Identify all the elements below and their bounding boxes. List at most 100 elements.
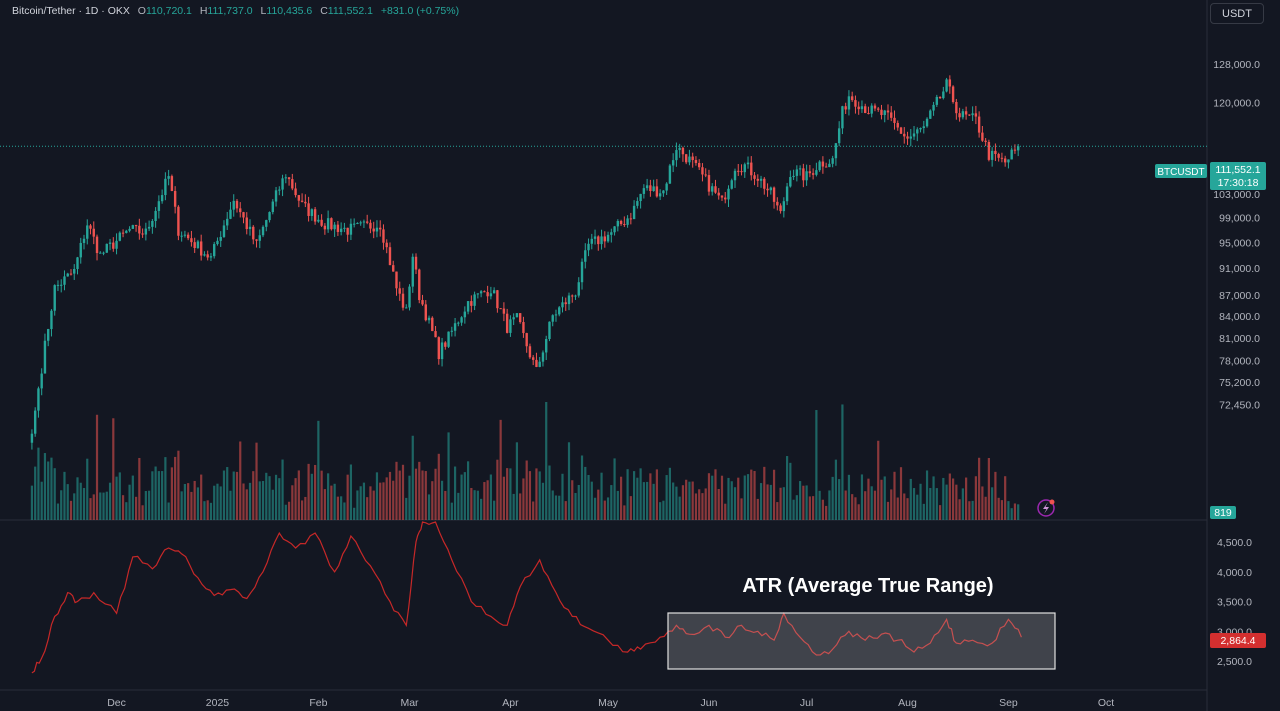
candle-body	[535, 359, 538, 367]
candle-body	[268, 212, 271, 221]
candle-body	[733, 170, 737, 181]
candle-body	[457, 322, 460, 324]
symbol-title[interactable]: Bitcoin/Tether · 1D · OKX	[12, 5, 130, 17]
candle-body	[951, 86, 955, 102]
candle-body	[66, 273, 69, 277]
currency-button[interactable]: USDT	[1210, 3, 1264, 24]
volume-bar	[437, 453, 440, 520]
volume-bar	[320, 470, 323, 520]
candle-body	[701, 167, 704, 175]
volume-bar	[1004, 476, 1007, 520]
volume-bar	[245, 489, 248, 520]
candle-body	[476, 293, 480, 295]
volume-bar	[834, 459, 838, 520]
volume-bar	[893, 471, 896, 520]
candle-body	[43, 340, 47, 374]
candle-body	[56, 284, 60, 286]
candle-body	[782, 201, 786, 212]
candle-body	[255, 239, 258, 241]
candle-body	[929, 110, 932, 119]
price-tick-label: 91,000.0	[1219, 263, 1260, 275]
volume-bar	[795, 495, 798, 520]
change-value: +831.0 (+0.75%)	[380, 5, 460, 17]
volume-bar	[193, 480, 196, 520]
candle-body	[339, 228, 343, 232]
volume-bar	[808, 496, 811, 520]
volume-bar	[857, 504, 860, 520]
volume-bar	[659, 502, 662, 520]
volume-bar	[421, 470, 424, 520]
volume-bar	[951, 478, 955, 520]
volume-bar	[418, 461, 421, 520]
candle-body	[304, 201, 307, 204]
volume-bar	[105, 491, 108, 520]
volume-bar	[942, 477, 945, 520]
candle-body	[105, 243, 108, 253]
lightning-alert-icon[interactable]	[1037, 499, 1055, 517]
volume-bar	[662, 500, 665, 520]
candle-body	[60, 284, 63, 286]
candle-body	[118, 232, 122, 241]
candle-body	[89, 225, 92, 229]
volume-bar	[213, 485, 216, 520]
volume-bar	[691, 481, 694, 520]
candle-body	[971, 113, 974, 116]
volume-bar	[717, 488, 720, 520]
candle-body	[418, 269, 421, 301]
candle-body	[974, 113, 978, 117]
symbol-tag: BTCUSDT	[1157, 167, 1204, 178]
candle-body	[323, 225, 327, 230]
volume-bar	[922, 503, 925, 520]
candle-body	[616, 220, 620, 227]
volume-bar	[333, 483, 336, 520]
candle-body	[545, 339, 548, 353]
candle-body	[906, 136, 909, 139]
candle-body	[727, 188, 730, 200]
candle-body	[675, 150, 678, 161]
volume-bar	[327, 473, 330, 520]
volume-bar	[414, 468, 418, 520]
price-tick-label: 75,200.0	[1219, 377, 1260, 389]
volume-bar	[971, 500, 974, 520]
volume-bar	[203, 501, 206, 520]
volume-bar	[675, 486, 678, 520]
volume-bar	[271, 489, 274, 520]
x-tick-label: 2025	[206, 697, 230, 709]
volume-bar	[457, 492, 460, 520]
volume-bar	[554, 495, 558, 520]
price-tick-label: 72,450.0	[1219, 400, 1260, 412]
candle-body	[636, 201, 639, 206]
volume-bar	[932, 476, 935, 520]
candle-body	[958, 113, 961, 118]
volume-bar	[476, 490, 479, 520]
low-label: L	[260, 5, 267, 17]
candle-body	[681, 147, 685, 155]
candle-body	[795, 169, 799, 176]
volume-bar	[766, 484, 769, 520]
candle-body	[226, 218, 229, 226]
candle-body	[492, 290, 496, 294]
candle-body	[336, 224, 340, 232]
candle-body	[505, 313, 509, 333]
volume-bar	[564, 501, 567, 520]
candle-body	[379, 227, 382, 230]
candle-body	[567, 295, 571, 305]
volume-bar	[535, 468, 538, 520]
candle-body	[483, 291, 486, 293]
volume-bar	[405, 497, 408, 520]
volume-bar	[711, 475, 714, 520]
candle-body	[785, 186, 789, 202]
x-tick-label: Mar	[400, 697, 419, 709]
candle-body	[157, 201, 161, 211]
candle-body	[265, 220, 268, 227]
volume-bar	[694, 493, 698, 520]
volume-bar	[161, 471, 164, 520]
volume-bar	[613, 458, 616, 520]
candle-body	[922, 126, 925, 128]
x-tick-label: Oct	[1098, 697, 1114, 709]
candle-body	[33, 410, 37, 434]
volume-bar	[431, 481, 434, 520]
candle-body	[460, 317, 463, 323]
